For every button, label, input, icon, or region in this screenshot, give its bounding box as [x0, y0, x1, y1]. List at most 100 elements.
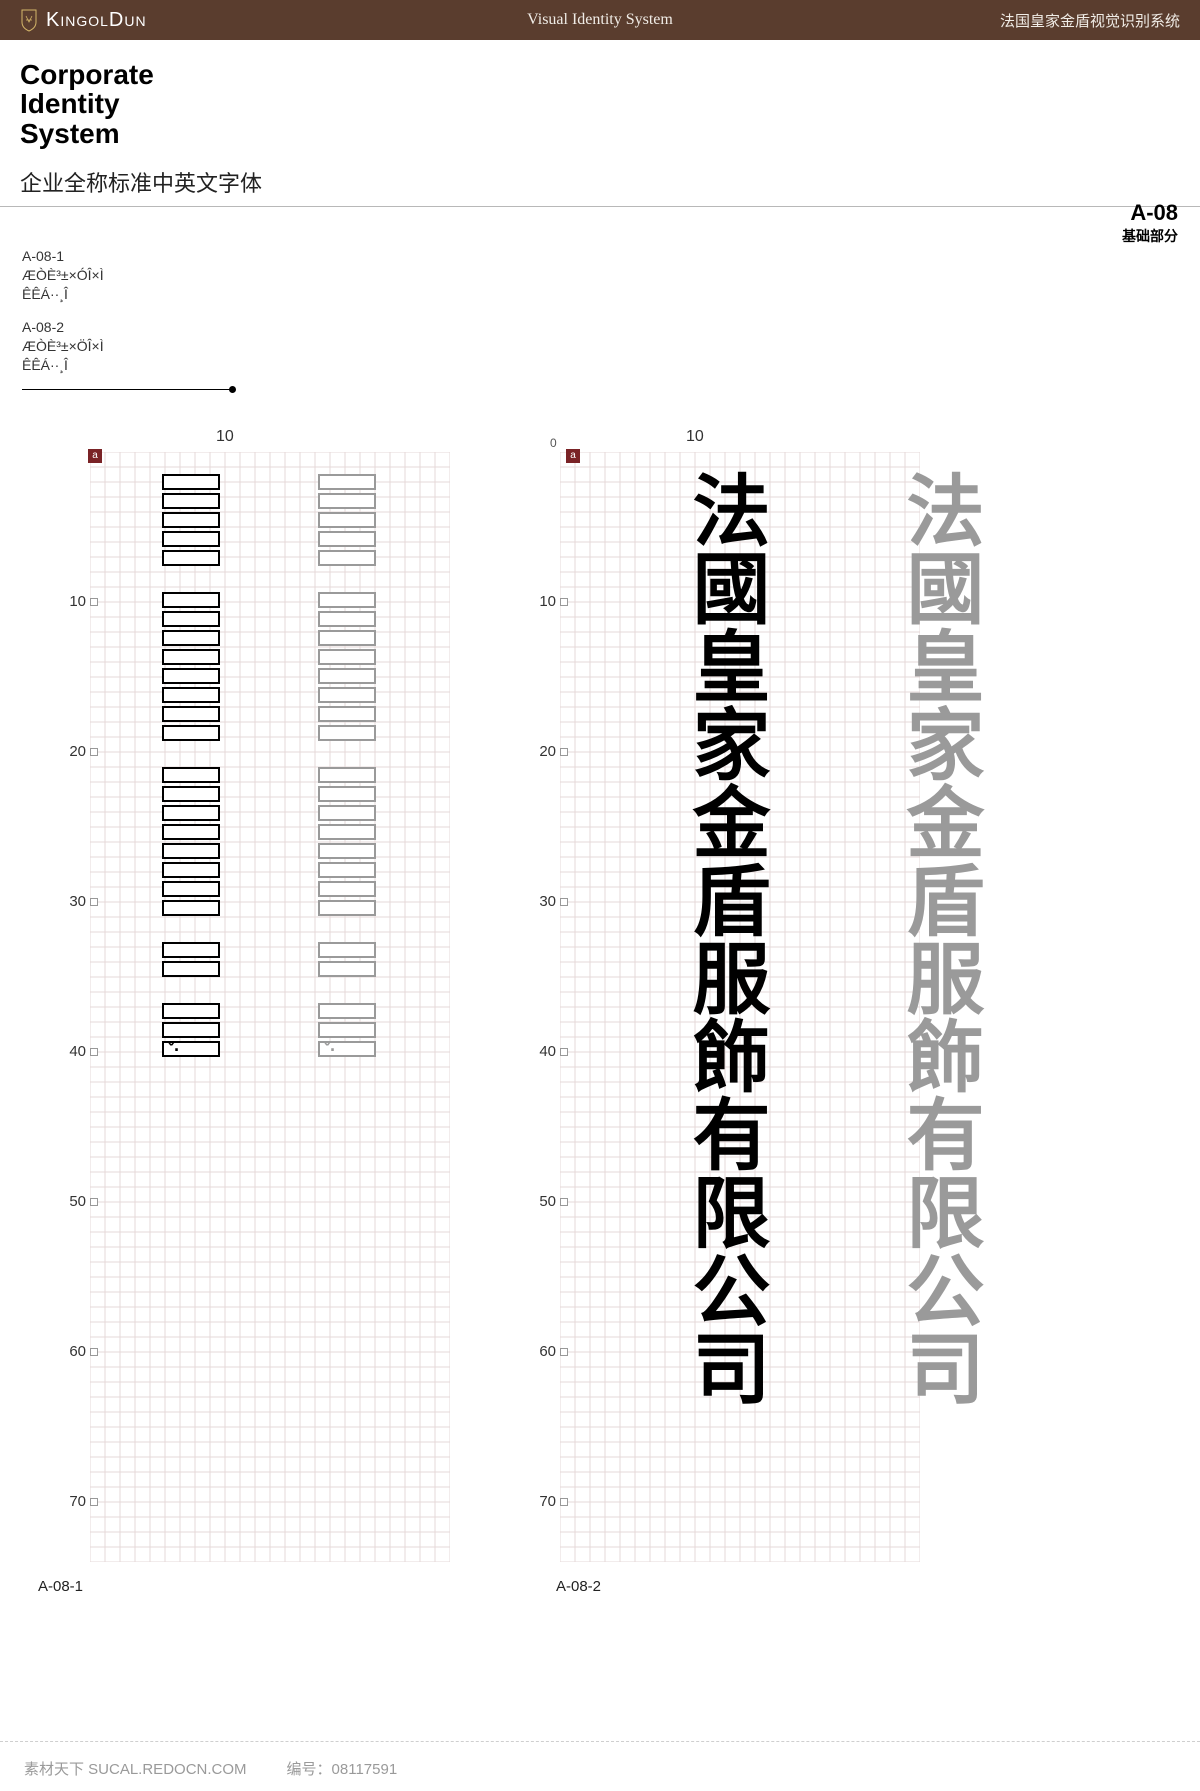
glyph-box	[162, 725, 220, 741]
y-tick-box	[90, 1048, 98, 1056]
glyph-box	[162, 611, 220, 627]
footer-id-value: 08117591	[332, 1761, 398, 1778]
glyph-box	[162, 767, 220, 783]
header-right-title: 法国皇家金盾视觉识别系统	[1000, 10, 1180, 31]
glyph-box	[318, 805, 376, 821]
y-tick-label: 40	[60, 1043, 86, 1060]
y-tick-box	[560, 898, 568, 906]
header-bar: KingolDun Visual Identity System 法国皇家金盾视…	[0, 0, 1200, 40]
glyph-box	[318, 493, 376, 509]
page-code: A-08	[1122, 200, 1178, 226]
glyph-box	[318, 630, 376, 646]
glyph-box	[162, 942, 220, 958]
y-tick-label: 10	[60, 593, 86, 610]
grid-zero: 0	[550, 436, 557, 450]
cis-title-line: Corporate	[20, 60, 1200, 89]
y-tick-label: 50	[60, 1193, 86, 1210]
footer: 素材天下 SUCAL.REDOCN.COM 编号：08117591	[0, 1741, 1200, 1779]
glyph-box	[162, 805, 220, 821]
glyph-box	[162, 1003, 220, 1019]
glyph-box	[162, 706, 220, 722]
glyph-box	[318, 687, 376, 703]
bottom-label-1: A-08-1	[38, 1578, 83, 1595]
glyph-box	[318, 1022, 376, 1038]
cis-title-line: Identity	[20, 89, 1200, 118]
glyph-box	[318, 900, 376, 916]
cis-title: Corporate Identity System	[20, 60, 1200, 148]
glyph-box	[318, 512, 376, 528]
glyph-box	[318, 474, 376, 490]
grids-row: 10 a 10203040506070 ˇ·ˇ· 10 0 a 10203040…	[90, 452, 920, 1562]
glyph-box	[318, 611, 376, 627]
grid-marker: a	[88, 449, 102, 463]
glyph-box	[318, 942, 376, 958]
glyph-box	[162, 493, 220, 509]
y-tick-box	[90, 748, 98, 756]
glyph-box	[162, 668, 220, 684]
y-tick-box	[90, 598, 98, 606]
glyph-box	[318, 531, 376, 547]
glyph-box	[162, 649, 220, 665]
y-tick-box	[560, 1498, 568, 1506]
glyph-box	[318, 668, 376, 684]
y-tick-box	[560, 748, 568, 756]
glyph-box	[318, 706, 376, 722]
page-section: 基础部分	[1122, 226, 1178, 246]
glyph-box	[162, 531, 220, 547]
accent-mark: ˇ·	[168, 1040, 180, 1061]
glyph-box	[318, 649, 376, 665]
glyph-box	[162, 824, 220, 840]
y-tick-label: 60	[60, 1343, 86, 1360]
y-tick-box	[90, 1498, 98, 1506]
y-tick-label: 70	[60, 1493, 86, 1510]
grid-top-tick: 10	[686, 428, 704, 446]
y-tick-box	[560, 1048, 568, 1056]
glyph-box	[162, 1022, 220, 1038]
note-line: ÊÊÁ··¸Î	[22, 356, 1200, 375]
brand-name: KingolDun	[46, 9, 147, 32]
glyph-column	[162, 474, 220, 1057]
y-tick-label: 30	[530, 893, 556, 910]
glyph-box	[318, 725, 376, 741]
shield-icon	[20, 8, 38, 32]
note-line: ÆÒÈ³±×ÖÎ×Ì	[22, 337, 1200, 356]
note-divider	[22, 389, 232, 390]
glyph-box	[162, 843, 220, 859]
y-tick-label: 40	[530, 1043, 556, 1060]
glyph-box	[162, 900, 220, 916]
note-item: A-08-2 ÆÒÈ³±×ÖÎ×Ì ÊÊÁ··¸Î	[22, 318, 1200, 375]
glyph-box	[162, 786, 220, 802]
glyph-box	[162, 630, 220, 646]
glyph-box	[318, 862, 376, 878]
glyph-box	[162, 961, 220, 977]
glyph-box	[318, 550, 376, 566]
note-item: A-08-1 ÆÒÈ³±×ÓÎ×Ì ÊÊÁ··¸Î	[22, 247, 1200, 304]
accent-mark: ˇ·	[324, 1040, 336, 1061]
glyph-box	[162, 881, 220, 897]
glyph-box	[318, 786, 376, 802]
y-tick-box	[560, 1348, 568, 1356]
company-name-vertical-grey: 法國皇家金盾服飾有限公司	[900, 470, 976, 1406]
y-tick-box	[560, 598, 568, 606]
glyph-box	[162, 592, 220, 608]
y-tick-label: 50	[530, 1193, 556, 1210]
header-center-title: Visual Identity System	[527, 11, 673, 29]
glyph-box	[318, 961, 376, 977]
y-tick-box	[560, 1198, 568, 1206]
notes-block: A-08-1 ÆÒÈ³±×ÓÎ×Ì ÊÊÁ··¸Î A-08-2 ÆÒÈ³±×Ö…	[22, 247, 1200, 374]
y-tick-box	[90, 898, 98, 906]
page-code-block: A-08 基础部分	[1122, 200, 1178, 246]
footer-id-label: 编号：	[287, 1761, 332, 1778]
glyph-box	[162, 687, 220, 703]
glyph-box	[162, 550, 220, 566]
note-code: A-08-2	[22, 318, 1200, 337]
y-tick-label: 60	[530, 1343, 556, 1360]
cis-title-line: System	[20, 119, 1200, 148]
subtitle-cn: 企业全称标准中英文字体	[20, 166, 1200, 198]
glyph-box	[162, 474, 220, 490]
glyph-column	[318, 474, 376, 1057]
y-tick-label: 20	[60, 743, 86, 760]
y-tick-label: 10	[530, 593, 556, 610]
grid-svg	[90, 452, 450, 1562]
note-line: ÊÊÁ··¸Î	[22, 285, 1200, 304]
